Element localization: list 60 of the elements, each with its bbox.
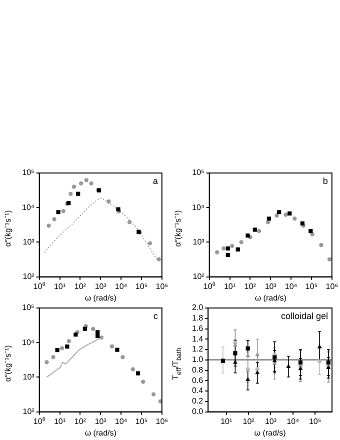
y-tick-label: 10² <box>22 272 35 282</box>
x-tick-label: 10² <box>242 416 255 426</box>
y-tick-label: 10⁴ <box>22 202 35 212</box>
y-tick-label: 10³ <box>22 372 35 382</box>
x-axis-title: ω (rad/s) <box>254 428 286 438</box>
y-tick-label: 0.2 <box>192 396 204 406</box>
y-axis-title: α″(kg⁻¹s⁻¹) <box>2 344 12 384</box>
y-tick-label: 0.8 <box>192 365 204 374</box>
x-tick-label: 10¹ <box>54 282 66 291</box>
y-tick-label: 1.0 <box>192 355 204 364</box>
annotation: c <box>153 310 158 321</box>
y-tick-label: 10⁴ <box>22 338 35 347</box>
y-tick-label: 10² <box>192 272 205 282</box>
y-tick-label: 2.0 <box>192 303 204 312</box>
x-tick-label: 10⁶ <box>156 282 168 291</box>
x-tick-label: 10⁴ <box>114 282 128 291</box>
y-tick-label: 0.6 <box>192 376 204 385</box>
y-tick-label: 0.0 <box>192 407 204 416</box>
x-tick-label: 10⁴ <box>286 416 300 426</box>
x-tick-label: 10¹ <box>224 282 236 291</box>
x-tick-label: 10² <box>74 282 86 291</box>
x-tick-label: 10⁵ <box>135 416 148 426</box>
y-tick-label: 10² <box>22 407 35 416</box>
x-tick-label: 10⁰ <box>33 416 46 426</box>
x-tick-label: 10⁰ <box>203 282 216 291</box>
x-tick-label: 10⁴ <box>114 416 128 426</box>
x-tick-label: 10⁶ <box>156 416 168 426</box>
x-tick-label: 10⁵ <box>305 282 318 291</box>
x-tick-label: 10⁵ <box>135 282 148 291</box>
y-tick-label: 1.6 <box>192 324 204 333</box>
y-axis-title: α″(kg⁻¹s⁻¹) <box>172 209 182 249</box>
y-tick-label: 10³ <box>192 237 205 246</box>
y-tick-label: 1.2 <box>192 344 204 354</box>
y-tick-label: 1.8 <box>192 314 204 323</box>
x-axis-title: ω (rad/s) <box>84 293 117 302</box>
x-axis-title: ω (rad/s) <box>254 293 287 302</box>
x-tick-label: 10¹ <box>220 416 233 426</box>
y-tick-label: 10⁵ <box>192 168 204 178</box>
annotation: b <box>322 176 328 186</box>
y-axis-title: α″(kg⁻¹s⁻¹) <box>2 209 12 249</box>
y-tick-label: 10⁴ <box>192 202 205 212</box>
x-tick-label: 10² <box>74 416 86 426</box>
annotation: colloidal gel <box>280 310 328 321</box>
y-tick-label: 10⁵ <box>22 168 34 178</box>
y-tick-label: 0.4 <box>192 386 204 396</box>
y-tick-label: 10⁵ <box>22 303 34 312</box>
x-tick-label: 10⁶ <box>326 282 338 291</box>
x-tick-label: 10⁰ <box>33 282 46 291</box>
x-tick-label: 10³ <box>94 282 107 291</box>
y-tick-label: 10³ <box>22 237 35 246</box>
annotation: a <box>152 176 158 186</box>
x-tick-label: 10¹ <box>54 416 66 426</box>
x-tick-label: 10³ <box>94 416 107 426</box>
x-tick-label: 10⁵ <box>308 416 322 426</box>
x-tick-label: 10³ <box>264 416 277 426</box>
x-tick-label: 10² <box>244 282 256 291</box>
y-tick-label: 1.4 <box>192 334 204 344</box>
x-axis-title: ω (rad/s) <box>84 428 117 438</box>
x-tick-label: 10⁴ <box>284 282 298 291</box>
x-tick-label: 10³ <box>264 282 277 291</box>
